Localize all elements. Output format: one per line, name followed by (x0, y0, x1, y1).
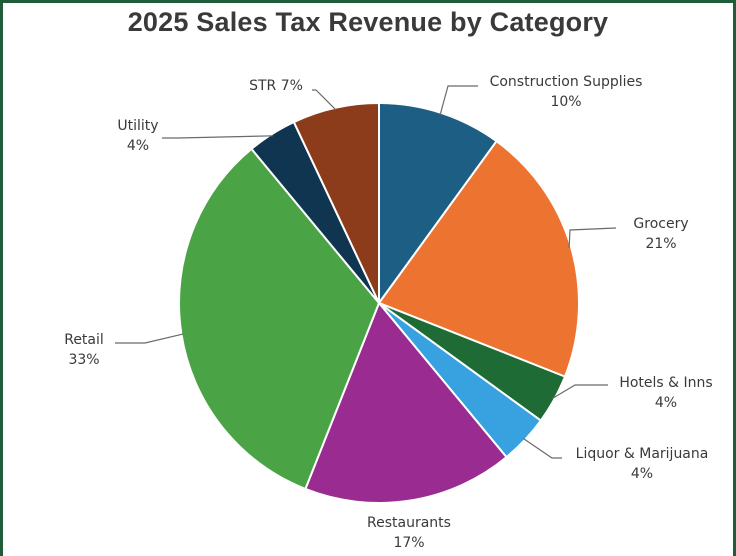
leader-line (162, 135, 273, 139)
slice-label: STR 7% (249, 78, 303, 94)
chart-title: 2025 Sales Tax Revenue by Category (127, 7, 609, 37)
pie-slice-grocery (377, 139, 580, 378)
slice-label: Grocery 21% (633, 216, 688, 252)
leader-line (312, 89, 337, 111)
slice-label: Hotels & Inns 4% (619, 375, 712, 411)
slice-label: Restaurants 17% (367, 515, 451, 551)
leader-line (522, 438, 562, 459)
slice-label: Construction Supplies 10% (490, 74, 643, 110)
pie-slice-restaurants (304, 301, 508, 504)
slice-label: Liquor & Marijuana 4% (576, 446, 709, 482)
slice-label: Retail 33% (64, 332, 104, 368)
leader-line (115, 333, 184, 344)
pie-slice-str (292, 101, 380, 304)
slice-label: Utility 4% (117, 118, 158, 154)
leader-line (439, 85, 478, 115)
leader-line (568, 227, 617, 248)
leader-line (552, 384, 608, 399)
